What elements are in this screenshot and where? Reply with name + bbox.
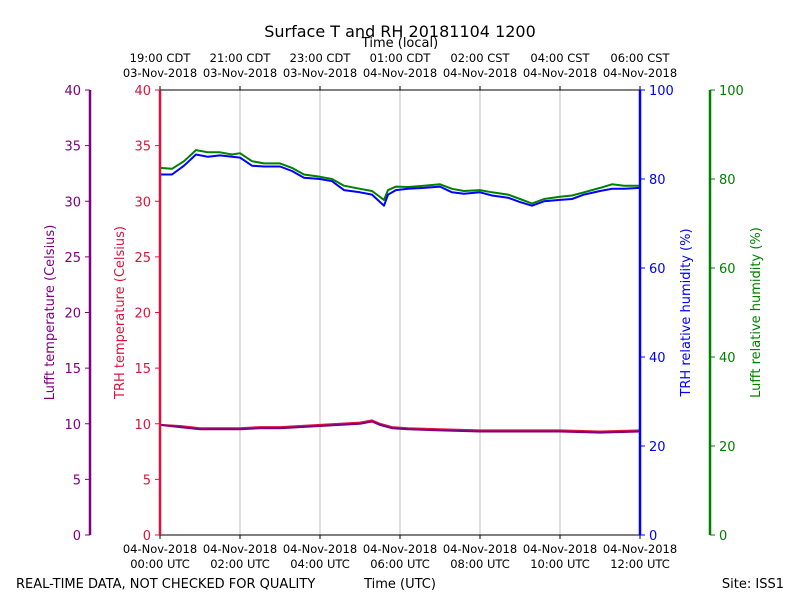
lufft-temperature-tick-label: 30 [64, 195, 81, 210]
bottom-tick-date: 04-Nov-2018 [363, 542, 437, 556]
lufft-relative-humidity-tick-label: 40 [719, 351, 736, 366]
bottom-tick-date: 04-Nov-2018 [203, 542, 277, 556]
lufft-temperature-axis-label: Lufft temperature (Celsius) [43, 225, 58, 401]
bottom-tick-time: 04:00 UTC [290, 557, 350, 571]
trh-relative-humidity-axis-label: TRH relative humidity (%) [679, 228, 694, 397]
trh-relative-humidity-tick-label: 60 [649, 262, 666, 277]
trh-temperature-tick-label: 0 [143, 529, 151, 544]
top-tick-time: 06:00 CST [610, 51, 670, 65]
top-tick-time: 01:00 CDT [370, 51, 432, 65]
bottom-tick-date: 04-Nov-2018 [283, 542, 357, 556]
lufft-temperature-tick-label: 15 [64, 362, 81, 377]
chart-title: Surface T and RH 20181104 1200 [264, 22, 536, 41]
trh-temperature-tick-label: 10 [134, 418, 151, 433]
top-tick-time: 19:00 CDT [130, 51, 192, 65]
trh-relative-humidity-tick-label: 80 [649, 173, 666, 188]
bottom-tick-date: 04-Nov-2018 [523, 542, 597, 556]
trh-temperature-tick-label: 5 [143, 473, 151, 488]
bottom-tick-date: 04-Nov-2018 [123, 542, 197, 556]
lufft-relative-humidity-tick-label: 20 [719, 440, 736, 455]
grid-lines [239, 90, 561, 535]
lufft-relative-humidity-tick-label: 100 [719, 84, 744, 99]
footer-site: Site: ISS1 [722, 577, 784, 592]
bottom-tick-time: 00:00 UTC [130, 557, 190, 571]
lufft-temperature-tick-label: 0 [73, 529, 81, 544]
lufft-temperature-tick-label: 25 [64, 251, 81, 266]
top-tick-date: 04-Nov-2018 [363, 66, 437, 80]
lufft-temperature-tick-label: 40 [64, 84, 81, 99]
trh-relative-humidity-tick-label: 20 [649, 440, 666, 455]
axes-layer: 0 5 10 15 20 25 30 35 40 Lufft temperature (Celsi… [43, 84, 764, 544]
bottom-tick-date: 04-Nov-2018 [443, 542, 517, 556]
top-tick-date: 04-Nov-2018 [603, 66, 677, 80]
top-tick-time: 23:00 CDT [290, 51, 352, 65]
trh-temperature-tick-label: 35 [134, 140, 151, 155]
x-axis-label: Time (UTC) [363, 577, 436, 592]
bottom-tick-time: 08:00 UTC [450, 557, 510, 571]
trh-relative-humidity-tick-label: 40 [649, 351, 666, 366]
lufft-relative-humidity-axis-label: Lufft relative humidity (%) [749, 227, 764, 398]
top-tick-date: 03-Nov-2018 [203, 66, 277, 80]
trh-temperature-tick-label: 25 [134, 251, 151, 266]
lufft-relative-humidity-tick-label: 0 [719, 529, 727, 544]
bottom-tick-time: 10:00 UTC [530, 557, 590, 571]
series-line-lufft-temperature [159, 420, 641, 434]
trh-temperature-axis-label: TRH temperature (Celsius) [113, 226, 128, 400]
lufft-relative-humidity-tick-label: 80 [719, 173, 736, 188]
top-tick-time: 04:00 CST [530, 51, 590, 65]
trh-temperature-tick-label: 15 [134, 362, 151, 377]
top-axis-label: Time (local) [361, 36, 438, 51]
lufft-temperature-tick-label: 5 [73, 473, 81, 488]
bottom-tick-date: 04-Nov-2018 [603, 542, 677, 556]
bottom-tick-time: 12:00 UTC [610, 557, 670, 571]
series-line-trh-relative-humidity [160, 153, 641, 207]
top-tick-date: 04-Nov-2018 [523, 66, 597, 80]
trh-relative-humidity-tick-label: 0 [649, 529, 657, 544]
bottom-tick-time: 06:00 UTC [370, 557, 430, 571]
top-tick-time: 02:00 CST [450, 51, 510, 65]
series-line-trh-temperature [159, 419, 641, 433]
top-tick-date: 04-Nov-2018 [443, 66, 517, 80]
lufft-relative-humidity-tick-label: 60 [719, 262, 736, 277]
top-tick-time: 21:00 CDT [210, 51, 272, 65]
lufft-temperature-tick-label: 35 [64, 140, 81, 155]
series-layer [159, 149, 641, 434]
trh-relative-humidity-tick-label: 100 [649, 84, 674, 99]
top-tick-date: 03-Nov-2018 [283, 66, 357, 80]
footer-quality-note: REAL-TIME DATA, NOT CHECKED FOR QUALITY [16, 577, 315, 592]
series-line-lufft-relative-humidity [159, 149, 640, 205]
trh-temperature-tick-label: 20 [134, 307, 151, 322]
bottom-tick-time: 02:00 UTC [210, 557, 270, 571]
lufft-temperature-tick-label: 20 [64, 307, 81, 322]
trh-temperature-tick-label: 40 [134, 84, 151, 99]
lufft-temperature-tick-label: 10 [64, 418, 81, 433]
trh-temperature-tick-label: 30 [134, 195, 151, 210]
top-tick-date: 03-Nov-2018 [123, 66, 197, 80]
